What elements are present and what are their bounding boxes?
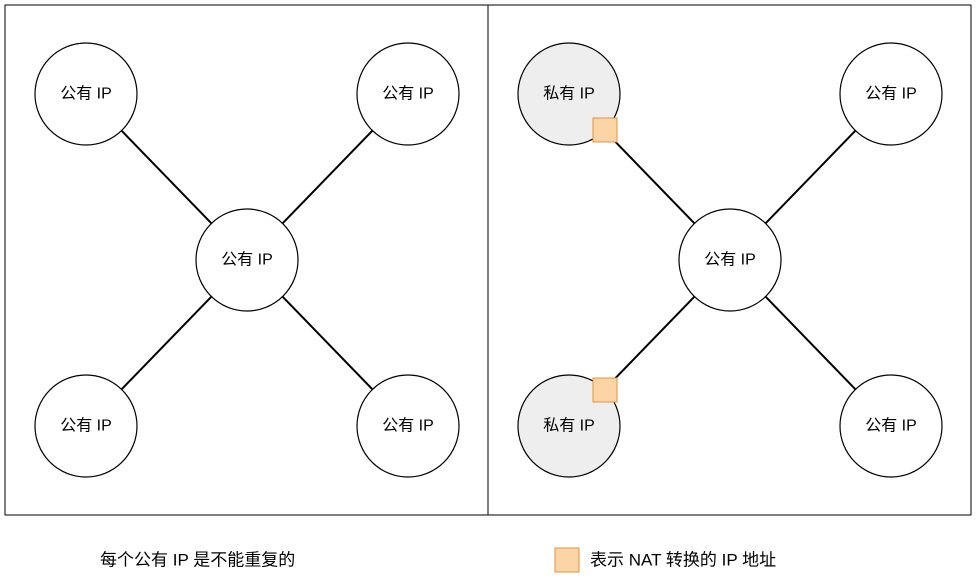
right-caption: 表示 NAT 转换的 IP 地址: [590, 551, 776, 570]
node-label: 私有 IP: [543, 85, 595, 103]
node-label: 公有 IP: [865, 85, 917, 103]
node-label: 公有 IP: [704, 251, 756, 269]
node-label: 私有 IP: [543, 417, 595, 435]
legend-nat-box: [555, 548, 579, 572]
nat-diagram: 公有 IP 公有 IP 公有 IP 公有 IP 公有 IP 私有 IP 公有 IP 私有 IP…: [0, 0, 977, 587]
node-label: 公有 IP: [865, 417, 917, 435]
node-label: 公有 IP: [382, 417, 434, 435]
node-label: 公有 IP: [60, 417, 112, 435]
node-label: 公有 IP: [60, 85, 112, 103]
node-label: 公有 IP: [221, 251, 273, 269]
left-caption: 每个公有 IP 是不能重复的: [100, 551, 295, 570]
node-label: 公有 IP: [382, 85, 434, 103]
nat-box: [593, 118, 617, 142]
nat-box: [593, 378, 617, 402]
